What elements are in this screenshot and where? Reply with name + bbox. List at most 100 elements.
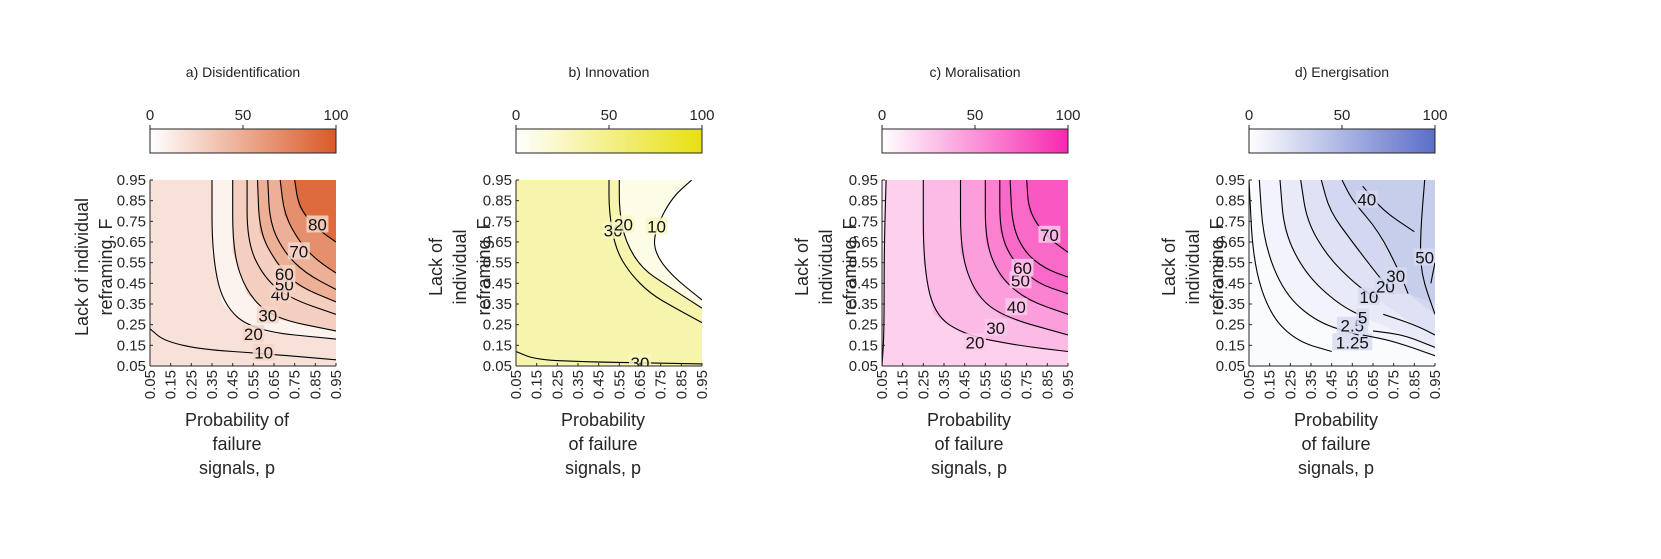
y-tick-label: 0.75 — [117, 213, 146, 230]
y-tick-label: 0.05 — [117, 358, 146, 375]
x-tick-label: 0.05 — [508, 370, 525, 399]
colorbar-tick-label: 100 — [1422, 107, 1447, 124]
x-tick-label: 0.75 — [1386, 370, 1403, 399]
contour-line-30 — [1341, 180, 1409, 294]
y-tick-label: 0.05 — [849, 358, 878, 375]
contour-label-bg — [1357, 287, 1380, 305]
contour-label: 80 — [308, 215, 327, 234]
x-tick-label: 0.85 — [673, 370, 690, 399]
panel-2: b) Innovation050100303020100.050.150.250… — [426, 64, 715, 478]
y-tick-label: 0.55 — [1216, 255, 1245, 272]
x-tick-label: 0.15 — [163, 370, 180, 399]
x-tick-label: 0.35 — [204, 370, 221, 399]
contour-label: 50 — [1011, 271, 1030, 290]
x-axis-label: Probability of failure signals, p — [927, 410, 1011, 478]
x-tick-label: 0.65 — [632, 370, 649, 399]
contour-line-60 — [1009, 180, 1068, 278]
y-tick-label: 0.95 — [117, 172, 146, 189]
contour-label-bg — [1355, 190, 1378, 208]
contour-line-10 — [1383, 313, 1435, 336]
contour-line-30 — [959, 180, 1068, 336]
x-tick-label: 0.45 — [591, 370, 608, 399]
contour-line-50 — [256, 180, 336, 303]
y-tick-label: 0.05 — [1216, 358, 1245, 375]
contour-line-10 — [882, 180, 887, 366]
x-tick-label: 0.85 — [1039, 370, 1056, 399]
y-tick-label: 0.05 — [483, 358, 512, 375]
contour-label: 20 — [966, 333, 985, 352]
x-tick-label: 0.15 — [895, 370, 912, 399]
contour-label-bg — [252, 343, 275, 361]
contour-label: 60 — [1013, 259, 1032, 278]
contour-label: 10 — [1359, 288, 1378, 307]
x-tick-label: 0.05 — [874, 370, 891, 399]
contour-label-bg — [242, 325, 265, 342]
contour-line-30 — [608, 180, 702, 324]
x-tick-label: 0.75 — [653, 370, 670, 399]
contour-label-bg — [645, 217, 668, 235]
x-tick-label: 0.95 — [1060, 370, 1077, 399]
y-tick-label: 0.25 — [117, 317, 146, 334]
colorbar-tick-label: 100 — [323, 107, 348, 124]
y-tick-label: 0.95 — [849, 172, 878, 189]
y-tick-label: 0.15 — [849, 337, 878, 354]
y-tick-label: 0.75 — [849, 213, 878, 230]
x-tick-label: 0.05 — [142, 370, 159, 399]
colorbar-tick-label: 50 — [967, 107, 984, 124]
x-tick-label: 0.45 — [225, 370, 242, 399]
x-tick-label: 0.45 — [1324, 370, 1341, 399]
y-tick-label: 0.95 — [483, 172, 512, 189]
contour-line-20 — [618, 180, 702, 309]
x-tick-label: 0.65 — [266, 370, 283, 399]
contour-label-bg — [306, 215, 329, 233]
y-axis-label: Lack of individual reframing, F — [72, 198, 116, 336]
contour-line-20 — [1320, 180, 1395, 295]
y-tick-label: 0.15 — [117, 337, 146, 354]
x-axis-label: Probability of failure signals, p — [561, 410, 645, 478]
y-tick-label: 0.15 — [1216, 337, 1245, 354]
contour-label: 30 — [1386, 267, 1405, 286]
colorbar — [150, 129, 336, 153]
y-tick-label: 0.35 — [483, 296, 512, 313]
contour-label-bg — [1332, 333, 1373, 351]
y-tick-label: 0.55 — [117, 255, 146, 272]
contour-label: 30 — [258, 306, 277, 325]
y-tick-label: 0.45 — [1216, 275, 1245, 292]
y-tick-label: 0.95 — [1216, 172, 1245, 189]
contour-label: 20 — [614, 215, 633, 234]
contour-line-40 — [984, 180, 1068, 315]
contour-label: 10 — [254, 344, 273, 363]
x-tick-label: 0.15 — [1262, 370, 1279, 399]
colorbar-tick-label: 0 — [146, 107, 154, 124]
y-tick-label: 0.35 — [849, 296, 878, 313]
y-axis-label: Lack of individual reframing, F — [426, 218, 494, 315]
x-tick-label: 0.65 — [1365, 370, 1382, 399]
y-tick-label: 0.65 — [849, 234, 878, 251]
contour-line-50 — [999, 180, 1068, 295]
x-tick-label: 0.65 — [998, 370, 1015, 399]
y-tick-label: 0.85 — [117, 193, 146, 210]
contour-label: 40 — [1357, 191, 1376, 210]
colorbar-tick-label: 0 — [1245, 107, 1253, 124]
contour-label: 10 — [647, 218, 666, 237]
colorbar-tick-label: 50 — [1334, 107, 1351, 124]
y-tick-label: 0.85 — [483, 193, 512, 210]
x-axis-label: Probability of failure signals, p — [1294, 410, 1378, 478]
y-tick-label: 0.15 — [483, 337, 512, 354]
contour-label-bg — [256, 306, 279, 324]
x-axis-label: Probability of failure signals, p — [185, 410, 290, 478]
panel-title: a) Disidentification — [186, 64, 300, 80]
y-tick-label: 0.75 — [1216, 213, 1245, 230]
contour-label: 30 — [631, 354, 650, 373]
y-tick-label: 0.25 — [849, 317, 878, 334]
contour-label-bg — [1384, 267, 1407, 285]
x-tick-label: 0.55 — [245, 370, 262, 399]
x-tick-label: 0.25 — [915, 370, 932, 399]
x-tick-label: 0.25 — [1282, 370, 1299, 399]
contour-label: 5 — [1358, 308, 1367, 327]
contour-label: 60 — [275, 265, 294, 284]
